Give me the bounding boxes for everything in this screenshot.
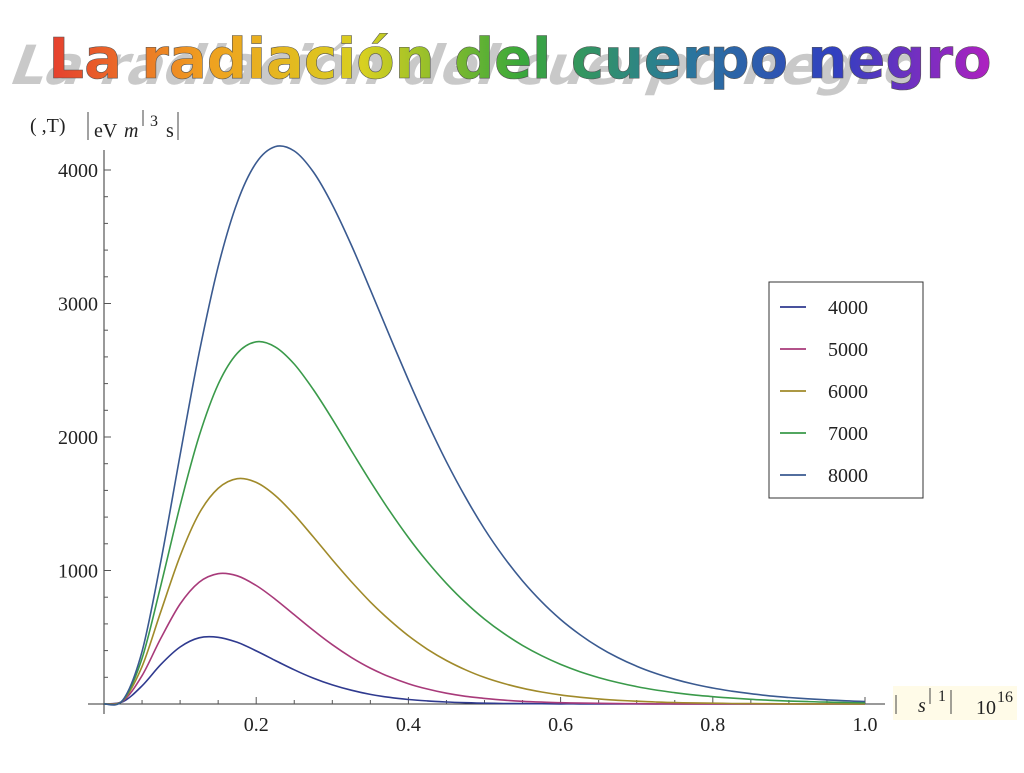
x-tick-label: 1.0 (853, 714, 878, 736)
y-label-exp: 3 (150, 113, 158, 130)
series-line-6000 (103, 477, 866, 706)
y-tick-label: 1000 (58, 561, 98, 583)
x-axis-label: s 1 10 16 (893, 686, 1017, 720)
x-label-var: s (918, 695, 926, 717)
x-label-exp: 1 (938, 688, 946, 705)
x-tick-label: 0.4 (396, 714, 421, 736)
y-label-var: m (124, 120, 138, 142)
legend-label-4000: 4000 (828, 297, 868, 319)
x-tick-label: 0.8 (700, 714, 725, 736)
y-label-head: ( ,T) (30, 115, 66, 137)
x-tick-label: 0.6 (548, 714, 573, 736)
x-ticks: 0.2 0.4 0.6 0.8 1.0 (141, 697, 878, 736)
series-line-7000 (103, 340, 866, 706)
y-label-tail: s (166, 120, 174, 142)
legend-label-7000: 7000 (828, 423, 868, 445)
legend-label-6000: 6000 (828, 381, 868, 403)
y-tick-label: 2000 (58, 427, 98, 449)
y-tick-label: 4000 (58, 160, 98, 182)
y-label-unit: eV (94, 120, 118, 142)
axes: 1000 2000 3000 4000 0.2 0.4 0.6 0.8 1.0 (58, 150, 885, 736)
series-line-8000 (103, 145, 866, 706)
legend-label-5000: 5000 (828, 339, 868, 361)
x-label-backdrop (893, 686, 1017, 720)
title-group: La radiación del cuerpo negro La radiaci… (2, 27, 992, 98)
legend-items: 4000 5000 6000 7000 8000 (780, 297, 868, 487)
x-label-mult: 10 (976, 697, 996, 719)
y-tick-label: 3000 (58, 294, 98, 316)
legend: 4000 5000 6000 7000 8000 (768, 281, 924, 499)
series-group (103, 145, 866, 706)
slide-title: La radiación del cuerpo negro (48, 27, 991, 92)
series-line-5000 (103, 572, 865, 705)
y-axis-label: ( ,T) eV m 3 s (30, 110, 179, 142)
x-label-mult-exp: 16 (997, 689, 1013, 706)
y-ticks: 1000 2000 3000 4000 (58, 160, 111, 678)
legend-label-8000: 8000 (828, 465, 868, 487)
x-tick-label: 0.2 (244, 714, 269, 736)
legend-box (768, 281, 924, 499)
title-shadow: La radiación del cuerpo negro (2, 35, 934, 98)
